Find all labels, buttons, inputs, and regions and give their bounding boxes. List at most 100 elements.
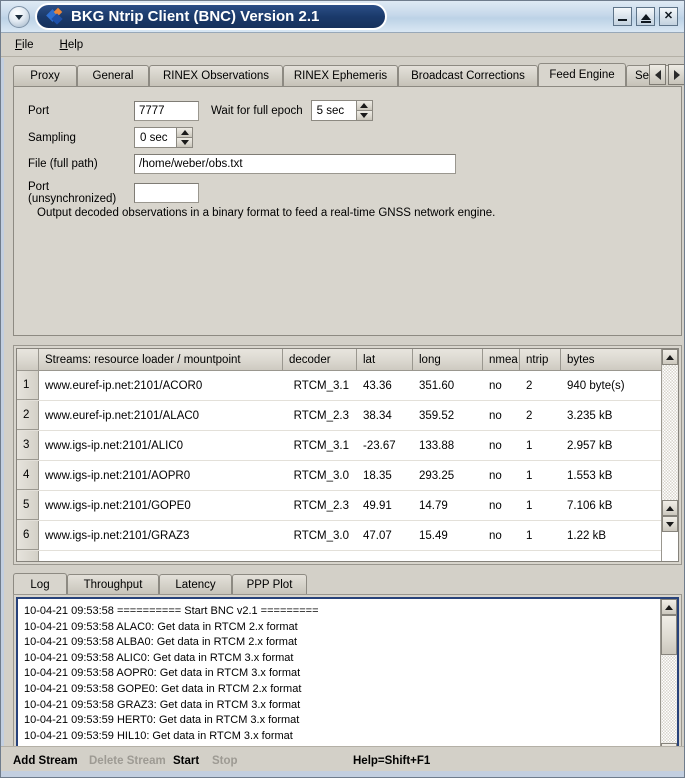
log-scroll-up-button[interactable] xyxy=(661,599,677,615)
column-header-nmea[interactable]: nmea xyxy=(483,349,520,371)
wait-epoch-increment[interactable] xyxy=(355,100,373,111)
table-row[interactable]: 5 www.igs-ip.net:2101/GOPE0 RTCM_2.3 49.… xyxy=(17,491,678,521)
cell-decoder: RTCM_3.0 xyxy=(293,529,349,542)
sampling-label: Sampling xyxy=(28,131,76,144)
log-line: 10-04-21 09:53:59 HERT0: Get data in RTC… xyxy=(24,714,300,727)
tab-ppp-plot[interactable]: PPP Plot xyxy=(232,574,307,595)
tab-proxy[interactable]: Proxy xyxy=(13,65,77,86)
port-input[interactable]: 7777 xyxy=(134,100,199,121)
cell-nmea: no xyxy=(489,529,502,542)
cell-decoder: RTCM_3.1 xyxy=(293,379,349,392)
close-button[interactable]: ✕ xyxy=(659,7,678,26)
cell-nmea: no xyxy=(489,409,502,422)
triangle-up-icon xyxy=(665,604,673,610)
window-title-pill: BKG Ntrip Client (BNC) Version 2.1 xyxy=(35,3,387,30)
sampling-decrement[interactable] xyxy=(176,138,193,148)
cell-mountpoint: www.igs-ip.net:2101/GOPE0 xyxy=(45,499,191,512)
log-line: 10-04-21 09:53:58 GOPE0: Get data in RTC… xyxy=(24,682,302,695)
cell-long: 351.60 xyxy=(419,379,455,392)
cell-bytes: 3.235 kB xyxy=(567,409,613,422)
cell-decoder: RTCM_2.3 xyxy=(293,409,349,422)
column-header-ntrip[interactable]: ntrip xyxy=(520,349,561,371)
add-stream-button[interactable]: Add Stream xyxy=(13,755,78,767)
start-button[interactable]: Start xyxy=(173,755,200,767)
log-line: 10-04-21 09:53:58 GRAZ3: Get data in RTC… xyxy=(24,698,301,711)
sampling-value[interactable]: 0 sec xyxy=(134,127,176,148)
log-scroll-track[interactable] xyxy=(661,655,677,743)
cell-nmea: no xyxy=(489,499,502,512)
streams-scroll-down-button[interactable] xyxy=(662,516,678,532)
column-header-mountpoint[interactable]: Streams: resource loader / mountpoint xyxy=(39,349,283,371)
help-hint: Help=Shift+F1 xyxy=(353,755,431,767)
system-menu-button[interactable] xyxy=(8,6,30,28)
tab-latency[interactable]: Latency xyxy=(159,574,232,595)
cell-mountpoint: www.euref-ip.net:2101/ALAC0 xyxy=(45,409,200,422)
table-row[interactable] xyxy=(17,551,678,561)
tab-scroll-right-button[interactable] xyxy=(668,64,684,85)
wait-epoch-spinner[interactable]: 5 sec xyxy=(310,100,373,121)
streams-scroll-up-button[interactable] xyxy=(662,349,678,365)
settings-tab-bar: Proxy General RINEX Observations RINEX E… xyxy=(13,63,684,86)
tab-rinex-ephemeris[interactable]: RINEX Ephemeris xyxy=(283,65,398,86)
tab-throughput[interactable]: Throughput xyxy=(67,574,159,595)
streams-scroll-up-button-2[interactable] xyxy=(662,500,678,516)
cell-bytes: 1.553 kB xyxy=(567,469,613,482)
tab-rinex-observations[interactable]: RINEX Observations xyxy=(149,65,283,86)
minimize-button[interactable] xyxy=(613,7,632,26)
streams-scroll-track[interactable] xyxy=(662,365,678,500)
streams-table-body: 1 www.euref-ip.net:2101/ACOR0 RTCM_3.1 4… xyxy=(17,371,678,561)
menu-file[interactable]: File xyxy=(15,38,34,51)
row-number: 5 xyxy=(17,491,39,520)
window-title: BKG Ntrip Client (BNC) Version 2.1 xyxy=(71,8,320,25)
cell-mountpoint: www.euref-ip.net:2101/ACOR0 xyxy=(45,379,203,392)
cell-decoder: RTCM_2.3 xyxy=(293,499,349,512)
tab-log[interactable]: Log xyxy=(13,573,67,595)
port-unsync-input[interactable] xyxy=(134,183,199,203)
cell-long: 133.88 xyxy=(419,439,455,452)
file-path-label: File (full path) xyxy=(28,158,98,170)
table-row[interactable]: 1 www.euref-ip.net:2101/ACOR0 RTCM_3.1 4… xyxy=(17,371,678,401)
column-header-long[interactable]: long xyxy=(413,349,483,371)
cell-long: 359.52 xyxy=(419,409,455,422)
table-row[interactable]: 6 www.igs-ip.net:2101/GRAZ3 RTCM_3.0 47.… xyxy=(17,521,678,551)
tab-feed-engine[interactable]: Feed Engine xyxy=(538,63,626,86)
cell-lat: 43.36 xyxy=(363,379,392,392)
log-line: 10-04-21 09:53:58 ALIC0: Get data in RTC… xyxy=(24,651,294,664)
maximize-button[interactable] xyxy=(636,7,655,26)
cell-ntrip: 2 xyxy=(526,409,533,422)
sampling-spinner[interactable]: 0 sec xyxy=(134,127,193,148)
content-area: Proxy General RINEX Observations RINEX E… xyxy=(1,58,684,777)
window-controls: ✕ xyxy=(613,7,678,26)
wait-epoch-value[interactable]: 5 sec xyxy=(310,100,356,121)
triangle-left-icon xyxy=(654,69,661,80)
row-number: 6 xyxy=(17,521,39,550)
column-header-bytes[interactable]: bytes xyxy=(561,349,665,371)
tab-broadcast-corrections[interactable]: Broadcast Corrections xyxy=(398,65,538,86)
chevron-down-icon xyxy=(15,14,23,20)
cell-lat: 49.91 xyxy=(363,499,392,512)
column-header-lat[interactable]: lat xyxy=(357,349,413,371)
column-header-decoder[interactable]: decoder xyxy=(283,349,357,371)
tab-general[interactable]: General xyxy=(77,65,149,86)
wait-epoch-decrement[interactable] xyxy=(355,111,373,121)
table-row[interactable]: 4 www.igs-ip.net:2101/AOPR0 RTCM_3.0 18.… xyxy=(17,461,678,491)
cell-mountpoint: www.igs-ip.net:2101/ALIC0 xyxy=(45,439,184,452)
triangle-up-icon xyxy=(360,103,369,108)
window-bottom-edge xyxy=(1,771,684,777)
stop-button: Stop xyxy=(212,755,238,767)
row-number xyxy=(17,551,39,561)
tab-scroll-left-button[interactable] xyxy=(649,64,666,85)
cell-nmea: no xyxy=(489,379,502,392)
menu-help[interactable]: Help xyxy=(59,38,84,51)
triangle-right-icon xyxy=(673,69,680,80)
title-bar: BKG Ntrip Client (BNC) Version 2.1 ✕ xyxy=(1,1,684,33)
triangle-down-icon xyxy=(360,113,369,118)
log-scroll-thumb[interactable] xyxy=(661,615,677,655)
file-path-input[interactable]: /home/weber/obs.txt xyxy=(134,154,456,174)
table-row[interactable]: 2 www.euref-ip.net:2101/ALAC0 RTCM_2.3 3… xyxy=(17,401,678,431)
cell-mountpoint: www.igs-ip.net:2101/AOPR0 xyxy=(45,469,191,482)
sampling-increment[interactable] xyxy=(176,127,193,138)
streams-table-scrollbar[interactable] xyxy=(661,349,678,561)
table-row[interactable]: 3 www.igs-ip.net:2101/ALIC0 RTCM_3.1 -23… xyxy=(17,431,678,461)
log-line: 10-04-21 09:53:58 ALAC0: Get data in RTC… xyxy=(24,620,298,633)
